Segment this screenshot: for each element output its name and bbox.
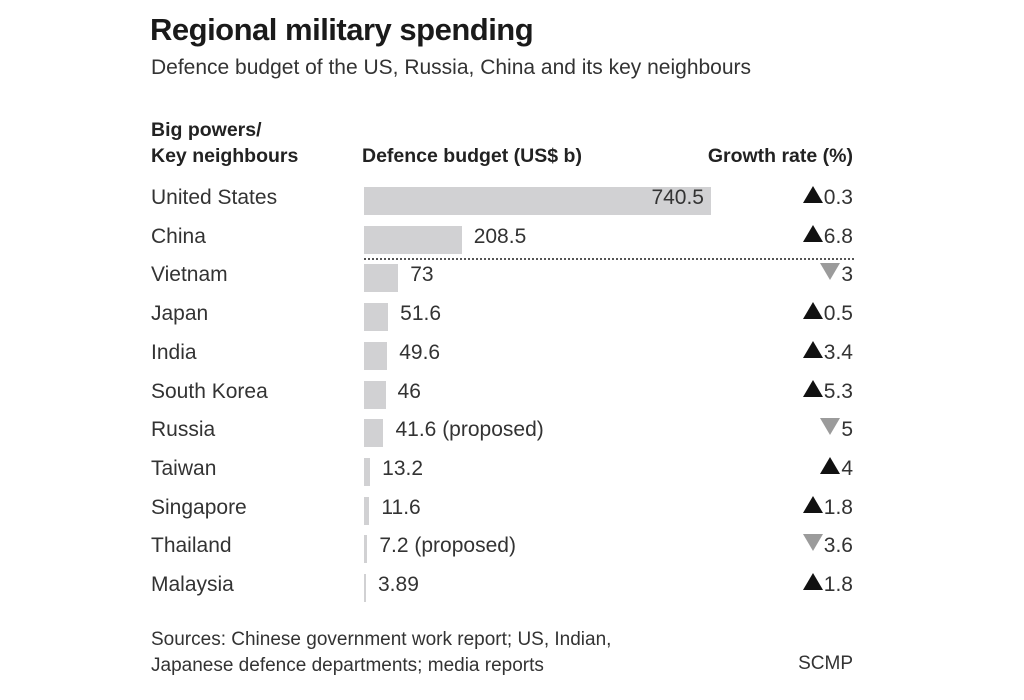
- source-line2: Japanese defence departments; media repo…: [151, 655, 544, 676]
- growth-value: 3.4: [823, 340, 853, 364]
- triangle-up-icon: [802, 186, 823, 203]
- table-row: Malaysia 3.89 1.8: [0, 573, 1024, 625]
- country-label: Thailand: [151, 534, 232, 558]
- growth-value: 0.3: [823, 186, 853, 209]
- bar: [364, 225, 462, 254]
- source-line1: Sources: Chinese government work report;…: [151, 629, 612, 650]
- triangle-up-icon: [802, 302, 823, 320]
- bar: [364, 264, 399, 293]
- bar: [364, 496, 370, 525]
- country-label: Vietnam: [151, 263, 228, 287]
- country-label: South Korea: [151, 379, 268, 403]
- country-label: Malaysia: [151, 573, 234, 596]
- chart-subtitle: Defence budget of the US, Russia, China …: [151, 56, 752, 79]
- bar: [364, 187, 711, 215]
- triangle-up-icon: [802, 573, 823, 590]
- bar: [364, 341, 388, 370]
- value-label: 740.5: [651, 186, 704, 209]
- bar: [364, 574, 366, 602]
- bar: [364, 419, 384, 448]
- value-label: 13.2: [382, 456, 424, 480]
- growth-rate: 1.8: [802, 495, 853, 520]
- bar: [364, 303, 389, 332]
- triangle-up-icon: [802, 224, 823, 242]
- growth-header: Growth rate (%): [707, 145, 853, 167]
- credit: SCMP: [798, 653, 853, 674]
- growth-value: 3: [841, 263, 853, 287]
- triangle-up-icon: [802, 379, 823, 397]
- growth-rate: 5.3: [802, 379, 853, 404]
- triangle-up-icon: [820, 456, 841, 474]
- growth-value: 3.6: [823, 534, 853, 558]
- value-label: 11.6: [381, 495, 421, 519]
- growth-rate: 5: [820, 418, 853, 442]
- triangle-down-icon: [802, 534, 823, 552]
- table-row: South Korea 46 5.3: [0, 379, 1024, 432]
- value-label: 49.6: [399, 340, 441, 364]
- value-label: 73: [410, 263, 434, 287]
- country-label: Taiwan: [151, 456, 217, 480]
- value-label: 7.2 (proposed): [379, 534, 516, 558]
- country-label: India: [151, 340, 197, 364]
- value-label: 51.6: [400, 302, 442, 326]
- country-label: Russia: [151, 418, 216, 442]
- value-label: 3.89: [378, 573, 419, 596]
- value-label: 208.5: [473, 224, 527, 248]
- country-label: United States: [151, 186, 278, 209]
- growth-rate: 3: [820, 263, 853, 287]
- chart-title: Regional military spending: [150, 12, 534, 47]
- triangle-down-icon: [820, 418, 841, 436]
- country-header: Big powers/ Key neighbours: [151, 117, 298, 169]
- table-row: Japan 51.6 0.5: [0, 302, 1024, 354]
- growth-rate: 0.3: [802, 186, 853, 210]
- growth-value: 6.8: [823, 224, 853, 248]
- country-header-line1: Big powers/: [151, 119, 262, 141]
- triangle-up-icon: [802, 495, 823, 513]
- growth-value: 4: [841, 456, 853, 480]
- triangle-up-icon: [802, 340, 823, 358]
- country-label: Singapore: [151, 495, 247, 519]
- table-row: India 49.6 3.4: [0, 340, 1024, 393]
- growth-rate: 0.5: [802, 302, 853, 326]
- growth-rate: 3.4: [802, 340, 853, 365]
- bar: [364, 380, 386, 409]
- growth-rate: 3.6: [802, 534, 853, 558]
- bar: [364, 535, 368, 564]
- value-label: 41.6 (proposed): [395, 418, 544, 442]
- budget-header: Defence budget (US$ b): [362, 145, 582, 167]
- growth-value: 0.5: [823, 302, 853, 326]
- growth-value: 1.8: [823, 495, 853, 519]
- table-row: Singapore 11.6 1.8: [0, 495, 1024, 548]
- growth-rate: 6.8: [802, 224, 853, 249]
- growth-rate: 1.8: [802, 573, 853, 597]
- table-row: Taiwan 13.2 4: [0, 456, 1024, 509]
- table-row: Vietnam 73 3: [0, 263, 1024, 315]
- value-label: 46: [397, 379, 421, 403]
- growth-rate: 4: [820, 456, 853, 481]
- country-header-line2: Key neighbours: [151, 145, 299, 167]
- growth-value: 5.3: [823, 379, 853, 403]
- divider-line: [364, 258, 854, 260]
- growth-value: 1.8: [823, 573, 853, 596]
- country-label: Japan: [151, 302, 209, 326]
- table-row: Thailand 7.2 (proposed) 3.6: [0, 534, 1024, 586]
- triangle-down-icon: [820, 263, 841, 281]
- source-note: Sources: Chinese government work report;…: [151, 627, 611, 679]
- table-row: China 208.5 6.8: [0, 224, 1024, 277]
- bar: [364, 457, 371, 486]
- table-row: United States 740.5 0.3: [0, 186, 1024, 238]
- country-label: China: [151, 224, 206, 248]
- growth-value: 5: [841, 418, 853, 442]
- table-row: Russia 41.6 (proposed) 5: [0, 418, 1024, 470]
